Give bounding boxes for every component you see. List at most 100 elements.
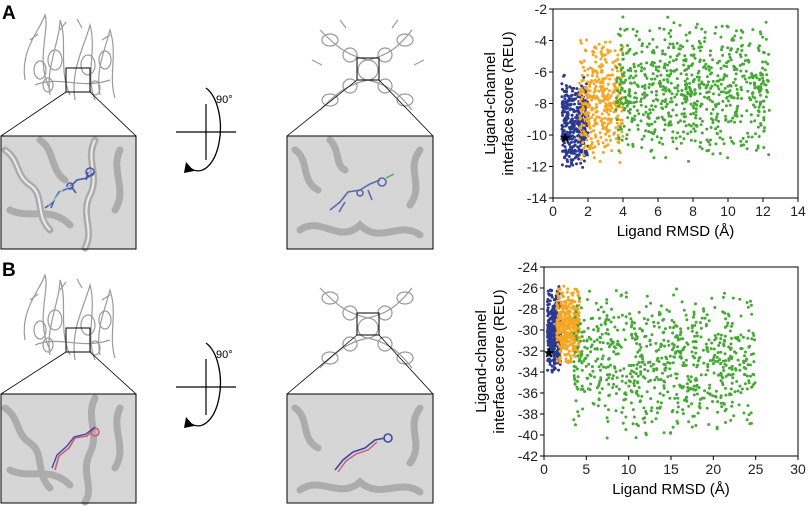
data-point (666, 390, 670, 394)
data-point (726, 99, 730, 103)
data-point (627, 92, 631, 96)
data-point (576, 354, 580, 358)
data-point (745, 109, 749, 113)
data-point (579, 149, 583, 152)
data-point (574, 109, 578, 113)
data-point (676, 89, 680, 93)
data-point (595, 338, 599, 342)
data-point (757, 110, 761, 114)
data-point (628, 380, 632, 384)
data-point (692, 313, 696, 316)
data-point (695, 103, 699, 107)
data-point (709, 86, 713, 90)
data-point (643, 368, 647, 371)
data-point (732, 414, 736, 418)
data-point (704, 86, 708, 90)
data-point (620, 379, 624, 383)
data-point (572, 300, 576, 303)
data-point (663, 344, 666, 348)
data-point (670, 92, 674, 96)
data-point (636, 85, 640, 88)
data-point (717, 93, 721, 97)
data-point (710, 341, 714, 345)
data-point (711, 357, 715, 361)
data-point (639, 365, 642, 369)
data-point (671, 140, 675, 144)
data-point (580, 84, 584, 88)
data-point (609, 338, 613, 341)
data-point (616, 128, 620, 132)
data-point (570, 113, 574, 117)
y-axis-title-line1: Ligand-channel (482, 52, 499, 155)
data-point (722, 369, 726, 372)
data-point (740, 88, 743, 92)
data-point (569, 335, 573, 339)
data-point (690, 350, 694, 354)
data-point (566, 316, 570, 320)
data-point (582, 129, 586, 133)
data-point (715, 79, 719, 83)
data-point (568, 302, 571, 306)
data-point (561, 143, 565, 147)
data-point (703, 95, 706, 99)
data-point (592, 82, 596, 86)
data-point (721, 383, 725, 387)
data-point (682, 308, 686, 312)
data-point (575, 385, 579, 389)
data-point (582, 359, 586, 363)
data-point (556, 324, 560, 328)
data-point (692, 122, 696, 126)
data-point (669, 431, 673, 435)
data-point (618, 369, 622, 372)
data-point (645, 45, 649, 49)
data-point (640, 146, 644, 150)
data-point (622, 81, 626, 85)
data-point (763, 83, 767, 87)
data-point (576, 410, 580, 414)
data-point (620, 313, 624, 317)
data-point (644, 433, 648, 437)
data-point (628, 107, 632, 111)
data-point (699, 373, 703, 377)
data-point (608, 373, 612, 376)
data-point (648, 82, 652, 86)
data-point (568, 339, 572, 343)
data-point (728, 329, 732, 333)
data-point (691, 44, 694, 48)
data-point (609, 363, 612, 367)
data-point (643, 91, 646, 95)
data-point (631, 408, 635, 412)
data-point (568, 164, 571, 168)
data-point (758, 77, 762, 81)
data-point (673, 396, 677, 400)
data-point (600, 47, 604, 50)
data-point (569, 356, 573, 360)
data-point (751, 28, 755, 32)
data-point (559, 300, 563, 304)
data-point (564, 101, 568, 105)
data-point (651, 99, 655, 103)
data-point (611, 386, 615, 389)
data-point (600, 387, 604, 391)
data-point (639, 372, 643, 376)
data-point (561, 149, 565, 153)
data-point (615, 121, 619, 125)
data-point (745, 374, 749, 378)
data-point (584, 132, 588, 136)
data-point (681, 364, 685, 367)
data-point (694, 351, 698, 355)
data-point (559, 330, 563, 334)
data-point (597, 78, 601, 81)
data-point (739, 36, 743, 40)
data-point (676, 396, 680, 400)
data-point (661, 318, 665, 322)
data-point (597, 398, 601, 402)
data-point (692, 78, 696, 81)
data-point (662, 27, 666, 31)
data-point (687, 378, 691, 382)
data-point (557, 368, 561, 372)
data-point (657, 65, 661, 69)
data-point (593, 347, 597, 351)
data-point (747, 413, 751, 417)
data-point (754, 132, 757, 136)
